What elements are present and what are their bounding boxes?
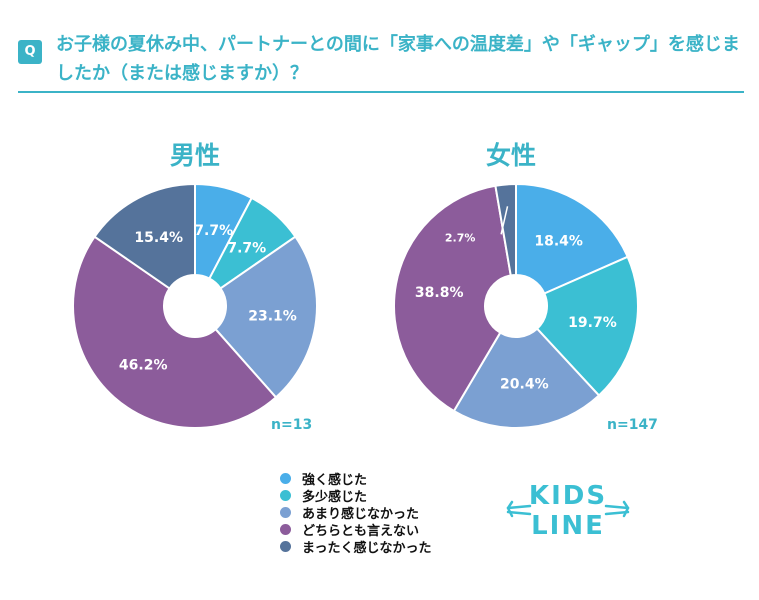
data-label-female: 18.4% <box>534 234 583 250</box>
data-label-female: 38.8% <box>415 285 464 301</box>
data-label-female: 20.4% <box>500 377 549 393</box>
legend: 強く感じた 多少感じた あまり感じなかった どちらとも言えない まったく感じなか… <box>280 470 432 556</box>
donut-hole-male <box>164 275 226 337</box>
chart-title-male: 男性 <box>170 141 221 170</box>
logo-text-line1: KIDS <box>529 481 607 511</box>
legend-item: 多少感じた <box>280 487 431 505</box>
data-label-male: 7.7% <box>227 241 266 257</box>
data-label-male: 46.2% <box>119 357 168 373</box>
leader-line-female <box>500 206 509 235</box>
legend-label: 強く感じた <box>302 473 368 488</box>
kidsline-logo: KIDS LINE <box>506 481 630 541</box>
logo-text-line2: LINE <box>531 511 605 541</box>
legend-swatch <box>280 473 291 484</box>
legend-swatch <box>280 507 291 518</box>
data-label-male: 23.1% <box>248 308 297 324</box>
legend-item: どちらとも言えない <box>280 521 431 539</box>
donut-hole-female <box>485 275 547 337</box>
legend-item: まったく感じなかった <box>280 538 432 556</box>
pie-chart-female: 18.4% 19.7% 20.4% 38.8% 2.7% <box>393 182 639 429</box>
data-label-male: 7.7% <box>194 223 233 239</box>
legend-item: あまり感じなかった <box>280 504 431 522</box>
question-text: お子様の夏休み中、パートナーとの間に「家事への温度差」や「ギャップ」を感じました… <box>56 34 740 84</box>
sample-size-male: n=13 <box>271 417 313 433</box>
chart-title-female: 女性 <box>486 141 537 170</box>
legend-label: あまり感じなかった <box>302 507 420 522</box>
pie-chart-male: 7.7% 7.7% 23.1% 46.2% 15.4% <box>72 182 318 429</box>
legend-swatch <box>280 541 291 552</box>
data-label-female: 2.7% <box>445 231 476 244</box>
question-badge: Q <box>18 40 42 64</box>
title-divider <box>18 91 744 93</box>
data-label-male: 15.4% <box>134 230 183 246</box>
legend-label: 多少感じた <box>302 490 368 505</box>
legend-label: まったく感じなかった <box>302 541 432 556</box>
legend-swatch <box>280 490 291 501</box>
legend-swatch <box>280 524 291 535</box>
legend-label: どちらとも言えない <box>302 524 420 539</box>
legend-item: 強く感じた <box>280 470 431 488</box>
data-label-female: 19.7% <box>568 315 617 331</box>
sample-size-female: n=147 <box>607 417 658 433</box>
